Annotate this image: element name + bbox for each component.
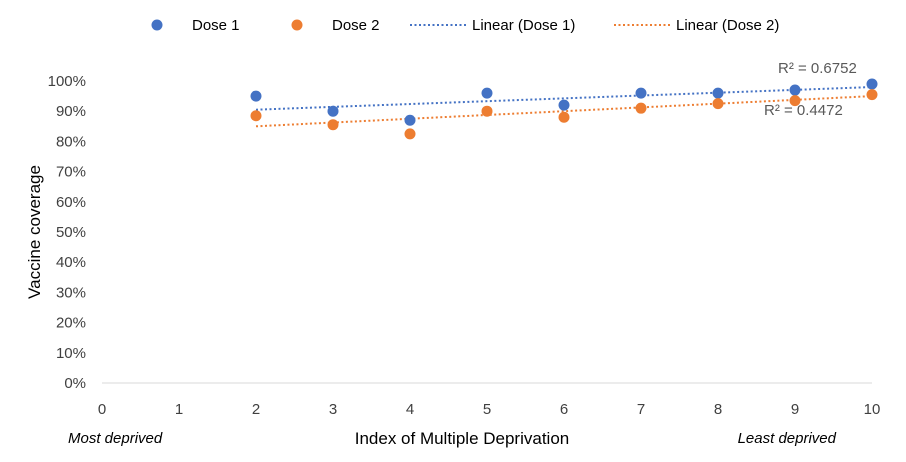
trendline-dose-1 [255, 86, 873, 111]
least-deprived-note: Least deprived [738, 430, 837, 447]
y-tick-label: 30% [56, 284, 86, 301]
legend-marker [291, 19, 303, 31]
legend-item-dose-2: Dose 2 [291, 17, 380, 34]
dose-2-point [789, 95, 801, 107]
dose-1-point [250, 90, 262, 102]
legend: Dose 1 Dose 2 Linear (Dose 1) Linear (Dose … [151, 17, 779, 34]
legend-label: Linear (Dose 2) [676, 17, 779, 34]
trendline-dose-2 [255, 95, 873, 128]
y-tick-label: 0% [64, 375, 86, 392]
y-tick-label: 100% [48, 73, 86, 90]
x-tick-label: 9 [791, 401, 799, 418]
y-axis-title: Vaccine coverage [25, 165, 44, 299]
x-tick-label: 3 [329, 401, 337, 418]
dose-1-point [558, 99, 570, 111]
dose-2-point [404, 128, 416, 140]
x-axis-title: Index of Multiple Deprivation [355, 429, 570, 448]
x-axis-tick-labels: 0 1 2 3 4 5 6 7 8 9 10 [98, 401, 881, 418]
trendlines [255, 86, 873, 128]
legend-item-linear-dose-2: Linear (Dose 2) [614, 17, 779, 34]
legend-item-linear-dose-1: Linear (Dose 1) [410, 17, 575, 34]
dose-1-point [404, 114, 416, 126]
legend-label: Dose 2 [332, 17, 380, 34]
r-squared-label-dose-2: R² = 0.4472 [764, 102, 843, 119]
dose-1-point [789, 84, 801, 96]
y-tick-label: 60% [56, 194, 86, 211]
x-tick-label: 6 [560, 401, 568, 418]
dose-1-point [481, 87, 493, 99]
legend-item-dose-1: Dose 1 [151, 17, 240, 34]
y-tick-label: 10% [56, 345, 86, 362]
dose-2-point [866, 89, 878, 101]
y-tick-label: 20% [56, 315, 86, 332]
y-tick-label: 90% [56, 103, 86, 120]
y-tick-label: 40% [56, 254, 86, 271]
x-tick-label: 4 [406, 401, 414, 418]
data-points [250, 78, 878, 140]
legend-label: Linear (Dose 1) [472, 17, 575, 34]
dose-1-point [635, 87, 647, 99]
x-tick-label: 7 [637, 401, 645, 418]
x-tick-label: 10 [864, 401, 881, 418]
dose-2-point [635, 102, 647, 114]
y-axis-tick-labels: 0% 10% 20% 30% 40% 50% 60% 70% 80% 90% 100% [48, 73, 86, 392]
r-squared-label-dose-1: R² = 0.6752 [778, 60, 857, 77]
y-tick-label: 80% [56, 133, 86, 150]
dose-1-point [866, 78, 878, 90]
r-squared-labels: R² = 0.6752 R² = 0.4472 [764, 60, 857, 119]
dose-2-point [481, 105, 493, 117]
most-deprived-note: Most deprived [68, 430, 163, 447]
y-tick-label: 50% [56, 224, 86, 241]
x-tick-label: 8 [714, 401, 722, 418]
y-tick-label: 70% [56, 164, 86, 181]
dose-2-point [558, 111, 570, 123]
dose-2-point [327, 119, 339, 131]
x-tick-label: 0 [98, 401, 106, 418]
x-tick-label: 1 [175, 401, 183, 418]
legend-marker [151, 19, 163, 31]
dose-2-point [250, 110, 262, 122]
x-tick-label: 5 [483, 401, 491, 418]
dose-1-point [712, 87, 724, 99]
x-tick-label: 2 [252, 401, 260, 418]
dose-2-point [712, 98, 724, 110]
dose-1-point [327, 105, 339, 117]
legend-label: Dose 1 [192, 17, 240, 34]
